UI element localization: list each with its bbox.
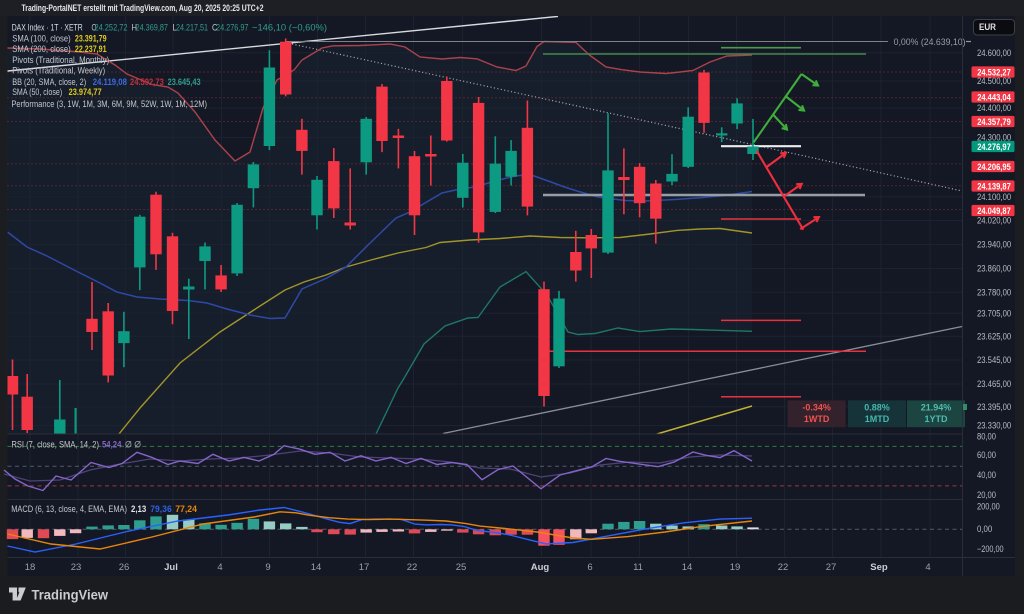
svg-text:O: O — [92, 22, 97, 32]
svg-text:24.300,00: 24.300,00 — [977, 133, 1011, 143]
svg-text:24.276,97: 24.276,97 — [216, 22, 249, 32]
svg-text:23.974,77: 23.974,77 — [69, 87, 102, 97]
svg-text:23.860,00: 23.860,00 — [977, 264, 1011, 274]
svg-text:54,24: 54,24 — [102, 440, 122, 450]
svg-text:24.206,95: 24.206,95 — [977, 162, 1011, 172]
svg-text:SMA (100, close): SMA (100, close) — [12, 33, 70, 43]
svg-text:19: 19 — [730, 562, 741, 573]
svg-text:4: 4 — [217, 562, 222, 573]
svg-text:24.500,00: 24.500,00 — [977, 76, 1011, 86]
svg-text:4: 4 — [925, 562, 930, 573]
svg-text:79,36: 79,36 — [150, 504, 171, 514]
svg-text:C: C — [212, 22, 218, 32]
svg-text:TradingView: TradingView — [32, 588, 109, 603]
svg-text:24.217,51: 24.217,51 — [176, 22, 208, 32]
svg-text:−146,10 (−0,60%): −146,10 (−0,60%) — [252, 22, 327, 32]
svg-text:Performance (3, 1W, 1M, 3M, 6M: Performance (3, 1W, 1M, 3M, 6M, 9M, 52W,… — [11, 99, 207, 109]
svg-text:22: 22 — [407, 562, 418, 573]
svg-text:Ø Ø: Ø Ø — [125, 440, 141, 450]
svg-text:60,00: 60,00 — [977, 450, 996, 460]
svg-text:Sep: Sep — [870, 562, 888, 573]
svg-text:BB (20, SMA, close, 2): BB (20, SMA, close, 2) — [12, 77, 86, 87]
svg-text:24.369,87: 24.369,87 — [136, 22, 169, 32]
svg-text:24.400,00: 24.400,00 — [977, 103, 1011, 113]
svg-text:24.049,87: 24.049,87 — [977, 206, 1011, 216]
svg-text:14: 14 — [311, 562, 322, 573]
svg-text:Jul: Jul — [164, 562, 178, 573]
svg-text:Pivots (Traditional, Monthly): Pivots (Traditional, Monthly) — [12, 55, 109, 65]
svg-text:24.592,73: 24.592,73 — [130, 77, 164, 87]
svg-text:26: 26 — [119, 562, 130, 573]
svg-text:18: 18 — [25, 562, 36, 573]
svg-text:23.645,43: 23.645,43 — [168, 77, 201, 87]
svg-text:17: 17 — [359, 562, 370, 573]
svg-text:0.88%: 0.88% — [864, 402, 890, 412]
svg-text:20,00: 20,00 — [977, 490, 996, 500]
svg-text:24.020,00: 24.020,00 — [977, 216, 1011, 226]
svg-text:H: H — [132, 22, 138, 32]
svg-text:EUR: EUR — [979, 22, 996, 32]
svg-text:11: 11 — [633, 562, 643, 573]
svg-text:0,00% (24.639,10): 0,00% (24.639,10) — [894, 37, 966, 48]
svg-text:23: 23 — [71, 562, 82, 573]
svg-text:23.330,00: 23.330,00 — [977, 421, 1011, 431]
svg-text:1MTD: 1MTD — [865, 414, 890, 424]
svg-text:9: 9 — [265, 562, 270, 573]
svg-text:1WTD: 1WTD — [804, 414, 830, 424]
svg-text:SMA (200, close): SMA (200, close) — [12, 44, 70, 54]
svg-text:24.532,27: 24.532,27 — [977, 67, 1011, 77]
svg-text:24.100,00: 24.100,00 — [977, 192, 1011, 202]
svg-text:21.94%: 21.94% — [921, 402, 952, 412]
svg-text:23.940,00: 23.940,00 — [977, 240, 1011, 250]
svg-text:24.443,04: 24.443,04 — [977, 92, 1011, 102]
svg-text:L: L — [173, 22, 178, 32]
svg-text:SMA (50, close): SMA (50, close) — [12, 87, 62, 97]
svg-text:−200,00: −200,00 — [977, 544, 1004, 554]
svg-text:24.252,72: 24.252,72 — [95, 22, 128, 32]
svg-text:RSI (7, close, SMA, 14, 2): RSI (7, close, SMA, 14, 2) — [11, 440, 99, 450]
svg-text:23.780,00: 23.780,00 — [977, 288, 1011, 298]
svg-text:77,24: 77,24 — [175, 504, 198, 514]
svg-text:DAX Index · 1T · XETR: DAX Index · 1T · XETR — [12, 22, 83, 32]
svg-text:Aug: Aug — [531, 562, 550, 573]
svg-text:25: 25 — [456, 562, 467, 573]
svg-text:23.391,79: 23.391,79 — [75, 33, 107, 43]
svg-text:23.465,00: 23.465,00 — [977, 379, 1011, 389]
svg-text:-0.34%: -0.34% — [802, 402, 831, 412]
svg-text:22: 22 — [778, 562, 789, 573]
svg-text:Pivots (Traditional, Weekly): Pivots (Traditional, Weekly) — [12, 65, 105, 75]
svg-text:23.625,00: 23.625,00 — [977, 332, 1011, 342]
svg-text:22.237,91: 22.237,91 — [75, 44, 107, 54]
svg-text:24.357,79: 24.357,79 — [977, 117, 1011, 127]
svg-text:6: 6 — [587, 562, 592, 573]
svg-text:200,00: 200,00 — [977, 502, 1000, 512]
svg-text:24.119,08: 24.119,08 — [93, 77, 127, 87]
svg-text:1YTD: 1YTD — [924, 414, 948, 424]
svg-text:27: 27 — [826, 562, 837, 573]
svg-text:MACD (6, 13, close, 4, EMA, EM: MACD (6, 13, close, 4, EMA, EMA) — [11, 504, 127, 514]
svg-text:80,00: 80,00 — [977, 432, 996, 442]
svg-text:24.139,87: 24.139,87 — [977, 181, 1011, 191]
svg-text:24.600,00: 24.600,00 — [977, 48, 1011, 58]
svg-text:14: 14 — [682, 562, 693, 573]
svg-text:23.545,00: 23.545,00 — [977, 355, 1011, 365]
svg-text:23.395,00: 23.395,00 — [977, 402, 1011, 412]
svg-text:Trading-PortalNET erstellt mit: Trading-PortalNET erstellt mit TradingVi… — [22, 3, 264, 14]
svg-text:23.705,00: 23.705,00 — [977, 309, 1011, 319]
svg-text:2,13: 2,13 — [131, 504, 146, 514]
svg-text:0,00: 0,00 — [977, 524, 992, 534]
svg-text:40,00: 40,00 — [977, 470, 996, 480]
svg-text:24.276,97: 24.276,97 — [977, 142, 1011, 152]
